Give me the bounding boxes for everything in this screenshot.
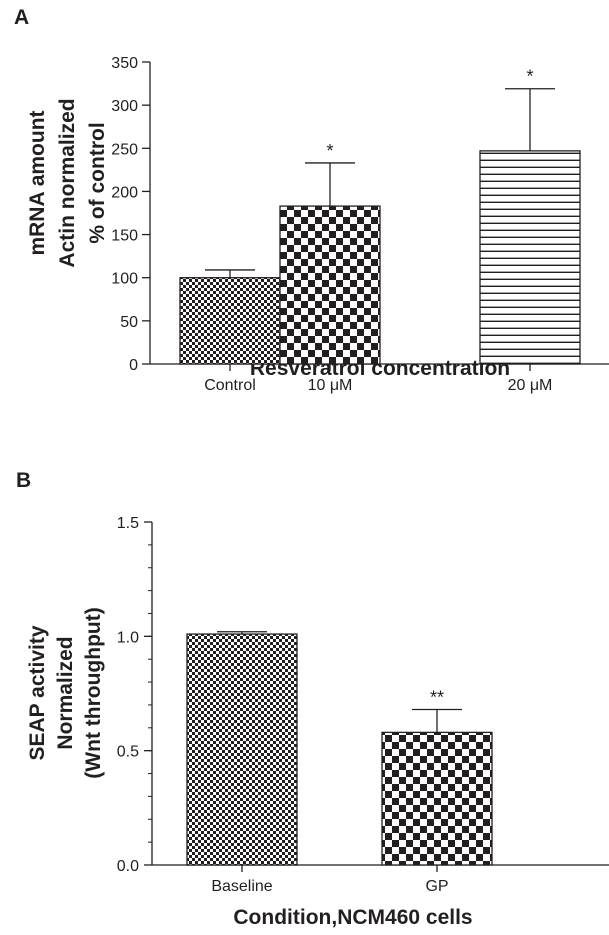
panel-b-xlabel: Condition,NCM460 cells xyxy=(233,906,472,929)
panel-a-bar-2 xyxy=(279,205,381,365)
panel-a-bar-1 xyxy=(179,277,281,365)
panel-a-y-tick-label: 50 xyxy=(120,314,138,331)
panel-b-y-tick-label: 0.5 xyxy=(117,744,139,761)
panel-a-ylabel: mRNA amount Actin normalized % of contro… xyxy=(26,98,109,267)
panel-a-y-tick-label: 300 xyxy=(111,98,138,115)
panel-b-bar-1 xyxy=(186,633,298,866)
panel-a-x-tick-label: Control xyxy=(204,377,256,394)
panel-a-y-tick-label: 250 xyxy=(111,141,138,158)
panel-a-y-tick-label: 0 xyxy=(129,357,138,374)
panel-b-y-tick-label: 1.5 xyxy=(117,515,139,532)
panel-a-y-tick-label: 100 xyxy=(111,271,138,288)
panel-b-y-tick-label: 1.0 xyxy=(117,629,139,646)
panel-a-x-tick-label: 10 μM xyxy=(308,377,353,394)
panel-a-label: A xyxy=(14,6,29,29)
panel-a: A mRNA amount Actin normalized % of cont… xyxy=(14,6,609,394)
panel-a-significance-label: * xyxy=(526,67,533,87)
panel-a-bar-3 xyxy=(479,150,581,365)
panel-a-plot: 0 50 100 150 200 250 300 350 Control 10 μM * 20 μM * xyxy=(111,55,609,394)
panel-b: B SEAP activity Normalized (Wnt throughp… xyxy=(16,469,609,929)
panel-a-x-tick-label: 20 μM xyxy=(508,377,553,394)
panel-a-ylabel-line-1: mRNA amount xyxy=(26,110,49,255)
panel-a-y-tick-label: 200 xyxy=(111,184,138,201)
panel-b-bar-2 xyxy=(381,731,493,866)
panel-b-label: B xyxy=(16,469,31,492)
panel-a-ylabel-line-2: Actin normalized xyxy=(56,98,79,267)
panel-a-y-tick-label: 350 xyxy=(111,55,138,72)
panel-a-ylabel-line-3: % of control xyxy=(86,122,109,243)
panel-b-x-tick-label: Baseline xyxy=(211,878,272,895)
panel-a-significance-label: * xyxy=(326,141,333,161)
panel-b-ylabel-line-1: SEAP activity xyxy=(26,625,49,760)
panel-b-significance-label: ** xyxy=(430,688,444,708)
panel-b-y-tick-label: 0.0 xyxy=(117,858,139,875)
panel-a-y-tick-label: 150 xyxy=(111,228,138,245)
panel-b-ylabel-line-2: Normalized xyxy=(54,636,77,749)
panel-b-x-tick-label: GP xyxy=(425,878,448,895)
panel-b-ylabel: SEAP activity Normalized (Wnt throughput… xyxy=(26,607,105,778)
panel-b-ylabel-line-3: (Wnt throughput) xyxy=(82,607,105,778)
panel-b-plot: 0.0 0.5 1.0 1.5 Baseline GP ** xyxy=(117,515,609,895)
